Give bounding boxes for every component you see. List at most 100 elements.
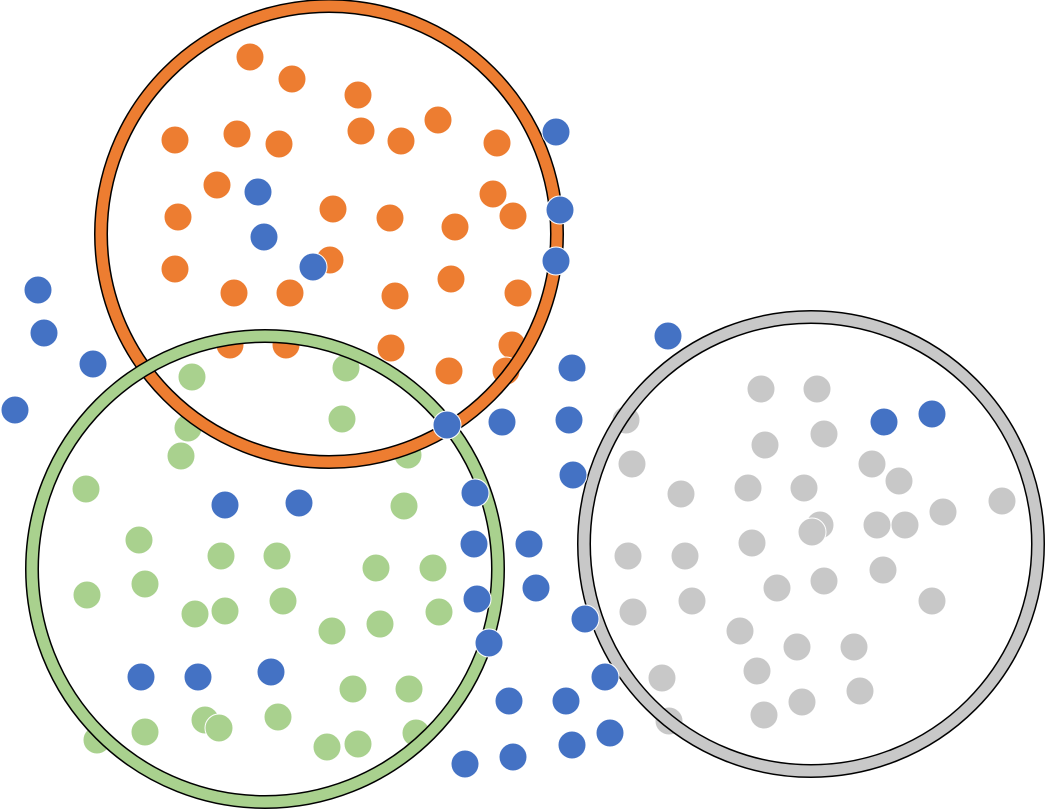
gray-point-25 [618, 597, 648, 627]
blue-point-30 [256, 657, 286, 687]
gray-point-34 [749, 700, 779, 730]
blue-point-16 [869, 407, 899, 437]
green-point-10 [206, 541, 236, 571]
blue-point-2 [243, 177, 273, 207]
orange-cluster-ring [94, 0, 564, 469]
gray-point-32 [845, 676, 875, 706]
gray-point-8 [884, 466, 914, 496]
orange-point-15 [375, 203, 405, 233]
gray-point-11 [789, 473, 819, 503]
gray-point-28 [782, 632, 812, 662]
green-point-18 [268, 586, 298, 616]
gray-cluster-ring [577, 310, 1045, 778]
blue-point-11 [557, 353, 587, 383]
blue-point-9 [78, 349, 108, 379]
gray-point-24 [917, 586, 947, 616]
blue-point-29 [183, 662, 213, 692]
gray-point-20 [737, 528, 767, 558]
blue-point-8 [29, 318, 59, 348]
blue-point-32 [494, 686, 524, 716]
green-point-13 [418, 553, 448, 583]
orange-point-10 [482, 128, 512, 158]
green-point-19 [317, 616, 347, 646]
blue-point-36 [450, 749, 480, 779]
orange-point-3 [343, 80, 373, 110]
blue-point-1 [541, 117, 571, 147]
orange-point-23 [436, 264, 466, 294]
orange-point-24 [503, 278, 533, 308]
orange-point-1 [235, 42, 265, 72]
blue-point-15 [554, 405, 584, 435]
gray-point-17 [890, 510, 920, 540]
blue-point-28 [126, 662, 156, 692]
orange-point-27 [376, 333, 406, 363]
blue-point-20 [210, 490, 240, 520]
blue-point-13 [432, 410, 462, 440]
blue-point-5 [541, 246, 571, 276]
orange-point-6 [264, 129, 294, 159]
gray-point-27 [725, 616, 755, 646]
orange-point-16 [440, 212, 470, 242]
green-point-12 [361, 553, 391, 583]
blue-point-12 [0, 395, 30, 425]
blue-point-25 [462, 584, 492, 614]
orange-point-11 [202, 170, 232, 200]
blue-point-21 [284, 488, 314, 518]
gray-point-9 [666, 479, 696, 509]
orange-point-20 [219, 278, 249, 308]
gray-point-12 [928, 497, 958, 527]
gray-point-10 [733, 473, 763, 503]
green-point-24 [130, 717, 160, 747]
orange-point-17 [498, 201, 528, 231]
orange-point-9 [423, 105, 453, 135]
green-point-7 [71, 474, 101, 504]
blue-point-6 [298, 252, 328, 282]
blue-point-26 [570, 604, 600, 634]
green-point-30 [343, 729, 373, 759]
blue-point-31 [590, 662, 620, 692]
orange-point-19 [160, 254, 190, 284]
blue-point-7 [23, 275, 53, 305]
gray-point-18 [613, 541, 643, 571]
blue-point-22 [459, 529, 489, 559]
green-point-15 [130, 569, 160, 599]
green-point-11 [262, 541, 292, 571]
orange-point-13 [163, 202, 193, 232]
gray-point-13 [987, 486, 1017, 516]
blue-point-19 [460, 478, 490, 508]
blue-point-33 [551, 686, 581, 716]
green-point-4 [327, 404, 357, 434]
gray-point-1 [746, 374, 776, 404]
green-point-26 [204, 713, 234, 743]
gray-point-21 [868, 555, 898, 585]
blue-point-4 [249, 222, 279, 252]
orange-point-8 [386, 126, 416, 156]
blue-point-23 [514, 529, 544, 559]
orange-point-5 [222, 119, 252, 149]
gray-point-6 [617, 449, 647, 479]
gray-point-4 [750, 430, 780, 460]
orange-point-21 [275, 278, 305, 308]
green-point-14 [72, 580, 102, 610]
orange-point-2 [277, 64, 307, 94]
gray-point-16 [862, 510, 892, 540]
gray-point-30 [742, 656, 772, 686]
blue-point-14 [487, 407, 517, 437]
green-point-22 [338, 674, 368, 704]
orange-point-12 [478, 179, 508, 209]
green-point-9 [124, 525, 154, 555]
blue-point-35 [557, 730, 587, 760]
gray-point-26 [677, 586, 707, 616]
blue-point-27 [474, 628, 504, 658]
blue-point-17 [917, 399, 947, 429]
gray-point-31 [647, 663, 677, 693]
gray-point-29 [839, 632, 869, 662]
green-point-17 [210, 596, 240, 626]
blue-point-37 [498, 742, 528, 772]
blue-point-10 [653, 321, 683, 351]
orange-point-14 [318, 194, 348, 224]
gray-point-5 [809, 419, 839, 449]
blue-point-34 [595, 718, 625, 748]
